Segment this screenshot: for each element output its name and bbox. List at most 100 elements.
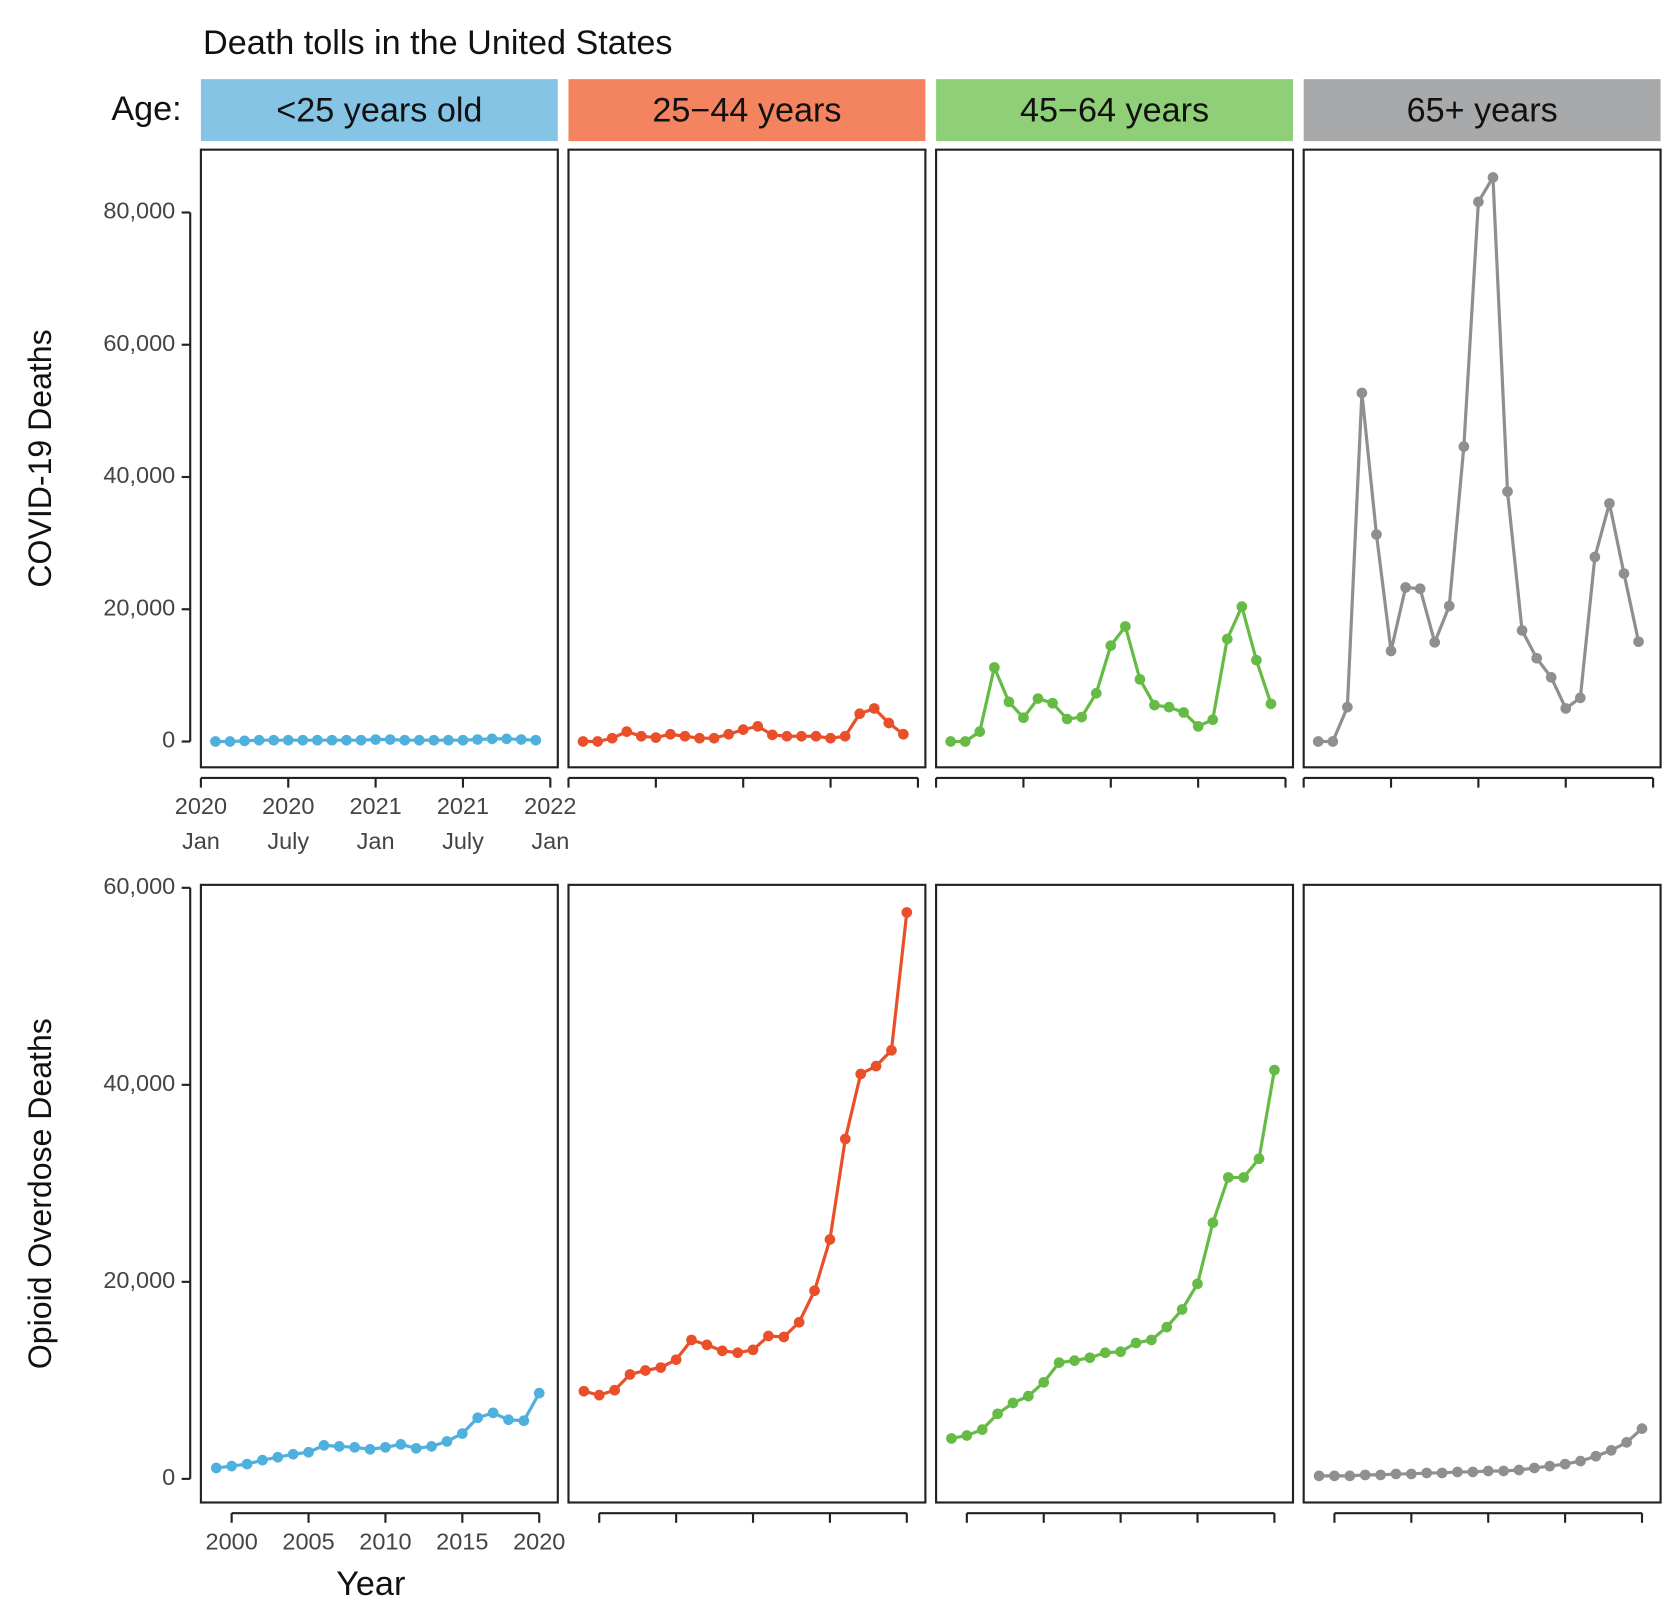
data-point bbox=[747, 1344, 759, 1356]
data-point bbox=[976, 1424, 988, 1435]
data-point bbox=[592, 736, 603, 747]
data-point bbox=[578, 1385, 590, 1397]
data-point bbox=[1359, 1469, 1371, 1481]
data-point bbox=[901, 907, 913, 918]
data-point bbox=[1105, 640, 1117, 651]
data-point bbox=[1120, 621, 1131, 632]
data-point bbox=[1061, 713, 1073, 725]
data-point bbox=[1590, 1450, 1602, 1462]
data-point bbox=[395, 1439, 407, 1450]
data-point bbox=[312, 734, 323, 746]
data-point bbox=[224, 736, 236, 747]
data-point bbox=[854, 708, 866, 720]
x-tick-label: 2020 bbox=[513, 1528, 565, 1554]
data-point bbox=[1178, 707, 1189, 718]
data-point bbox=[239, 735, 250, 747]
data-point bbox=[946, 1433, 957, 1444]
x-tick-label: 2020 Jan bbox=[175, 793, 227, 854]
data-point bbox=[370, 734, 381, 745]
data-point bbox=[1487, 172, 1499, 183]
data-point bbox=[364, 1443, 376, 1455]
data-point bbox=[518, 1415, 530, 1427]
data-point bbox=[1312, 736, 1324, 747]
data-point bbox=[839, 1133, 851, 1145]
data-point bbox=[810, 730, 822, 742]
data-point bbox=[226, 1460, 237, 1472]
data-point bbox=[1482, 1465, 1494, 1477]
data-point bbox=[1192, 1278, 1203, 1290]
data-point bbox=[1575, 1455, 1586, 1467]
data-point bbox=[486, 733, 498, 745]
data-point bbox=[1134, 674, 1146, 685]
data-point bbox=[1047, 697, 1058, 709]
data-point bbox=[1207, 1217, 1219, 1229]
data-point bbox=[778, 1331, 790, 1343]
data-point bbox=[1529, 1462, 1540, 1474]
facet-label: Age: bbox=[111, 90, 181, 128]
data-point bbox=[487, 1407, 499, 1419]
data-point bbox=[1265, 698, 1277, 710]
data-point bbox=[1251, 654, 1262, 666]
data-point bbox=[988, 662, 1000, 673]
data-point bbox=[1342, 701, 1353, 713]
data-point bbox=[1390, 1468, 1402, 1480]
data-point bbox=[530, 734, 542, 746]
data-point bbox=[287, 1448, 299, 1460]
data-point bbox=[341, 734, 352, 746]
data-point bbox=[650, 732, 662, 743]
data-point bbox=[326, 734, 338, 746]
data-point bbox=[443, 734, 454, 746]
x-tick-label: 2005 bbox=[282, 1528, 334, 1554]
data-point bbox=[992, 1408, 1003, 1420]
data-point bbox=[1207, 714, 1219, 726]
data-point bbox=[1222, 1172, 1234, 1183]
data-point bbox=[1269, 1064, 1280, 1076]
data-point bbox=[655, 1362, 667, 1373]
data-point bbox=[1467, 1466, 1479, 1478]
data-point bbox=[472, 1412, 484, 1424]
panel-frame bbox=[935, 148, 1295, 769]
data-point bbox=[1076, 711, 1088, 723]
data-point bbox=[1560, 703, 1572, 714]
chart-title: Death tolls in the United States bbox=[203, 24, 672, 62]
data-point bbox=[1356, 387, 1368, 399]
series-line bbox=[1319, 1427, 1644, 1478]
data-point bbox=[297, 734, 309, 746]
data-point bbox=[241, 1458, 253, 1470]
data-point bbox=[1400, 582, 1411, 593]
data-point bbox=[855, 1068, 867, 1080]
data-point bbox=[413, 734, 425, 746]
series-line bbox=[950, 601, 1273, 744]
data-point bbox=[640, 1365, 651, 1376]
x-tick-label: 2000 bbox=[206, 1528, 258, 1554]
data-point bbox=[1375, 1469, 1386, 1481]
data-point bbox=[763, 1330, 774, 1342]
data-point bbox=[868, 703, 880, 714]
data-point bbox=[624, 1369, 636, 1380]
series-line bbox=[951, 1069, 1276, 1441]
data-point bbox=[723, 728, 734, 740]
data-point bbox=[945, 736, 956, 747]
data-point bbox=[1329, 1470, 1340, 1482]
data-point bbox=[670, 1354, 682, 1366]
data-point bbox=[1544, 1460, 1556, 1472]
data-point bbox=[428, 734, 440, 746]
data-point bbox=[1084, 1352, 1096, 1364]
data-point bbox=[886, 1045, 897, 1056]
strip-label: 25−44 years bbox=[652, 91, 841, 129]
data-point bbox=[1023, 1390, 1034, 1402]
data-point bbox=[282, 734, 294, 746]
data-point bbox=[1163, 701, 1175, 713]
y-tick-label: 60,000 bbox=[103, 873, 175, 899]
y-tick-label: 20,000 bbox=[103, 594, 175, 620]
strip bbox=[1303, 79, 1661, 142]
series-line bbox=[1318, 172, 1641, 744]
data-point bbox=[303, 1446, 314, 1458]
data-point bbox=[210, 1462, 222, 1474]
data-point bbox=[1018, 712, 1029, 724]
data-point bbox=[1221, 633, 1233, 645]
data-point bbox=[1531, 652, 1542, 664]
data-point bbox=[609, 1384, 620, 1396]
data-point bbox=[686, 1334, 697, 1346]
